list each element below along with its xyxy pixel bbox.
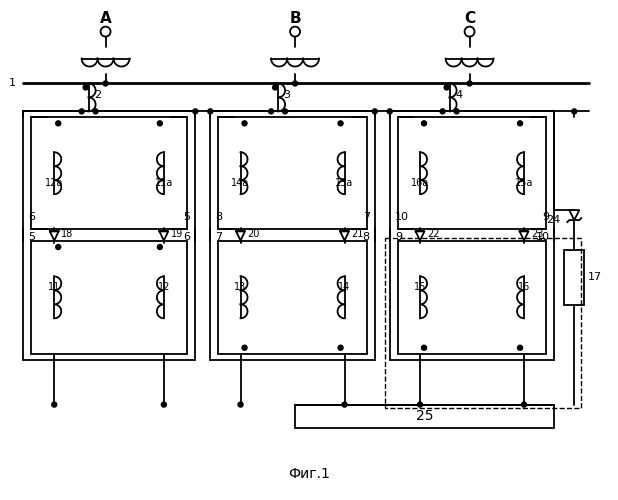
Circle shape [522,402,527,407]
Bar [31,241,187,354]
Text: B: B [289,11,301,26]
Bar [564,250,584,305]
Circle shape [444,85,449,90]
Circle shape [517,345,523,350]
Bar [218,118,367,229]
Text: C: C [464,11,475,26]
Text: 17: 17 [588,272,603,282]
Text: 10: 10 [535,232,549,242]
Circle shape [290,26,300,36]
Bar [385,238,582,408]
Circle shape [387,109,392,114]
Bar [210,112,375,360]
Circle shape [208,109,213,114]
Bar [218,241,367,354]
Text: Фиг.1: Фиг.1 [288,468,330,481]
Circle shape [193,109,198,114]
Text: 16a: 16a [411,178,429,188]
Circle shape [93,109,98,114]
Text: 13a: 13a [336,178,353,188]
Text: 13: 13 [234,282,247,292]
Circle shape [158,244,163,250]
Circle shape [161,402,166,407]
Text: 25: 25 [416,409,433,423]
Text: 21: 21 [352,229,364,239]
Circle shape [454,109,459,114]
Text: 22: 22 [427,229,439,239]
Text: 24: 24 [546,215,561,225]
Circle shape [421,345,426,350]
Text: 2: 2 [94,90,101,101]
Text: 9: 9 [395,232,402,242]
Circle shape [101,26,111,36]
Text: 4: 4 [455,90,462,101]
Circle shape [242,345,247,350]
Text: 19: 19 [171,229,183,239]
Bar [23,112,195,360]
Text: 7: 7 [363,212,370,222]
Circle shape [242,121,247,126]
Text: 8: 8 [215,212,222,222]
Text: 15: 15 [414,282,426,292]
Circle shape [418,402,423,407]
Circle shape [56,121,61,126]
Text: 6: 6 [28,212,35,222]
Text: 15a: 15a [515,178,533,188]
Circle shape [467,81,472,86]
Circle shape [421,121,426,126]
Circle shape [465,26,475,36]
Circle shape [238,402,243,407]
Circle shape [56,244,61,250]
Circle shape [572,109,577,114]
Circle shape [79,109,84,114]
Circle shape [292,81,297,86]
Bar [31,118,187,229]
Circle shape [372,109,378,114]
Bar [398,241,546,354]
Circle shape [269,109,274,114]
Text: 7: 7 [215,232,222,242]
Text: 16: 16 [518,282,530,292]
Text: 12: 12 [158,282,170,292]
Circle shape [342,402,347,407]
Bar [295,404,554,427]
Bar [398,118,546,229]
Circle shape [282,109,287,114]
Text: 18: 18 [61,229,74,239]
Text: 6: 6 [184,232,190,242]
Circle shape [338,121,343,126]
Text: 12a: 12a [45,178,64,188]
Text: A: A [99,11,111,26]
Text: 14: 14 [339,282,350,292]
Text: 1: 1 [9,78,16,88]
Bar [390,112,554,360]
Circle shape [52,402,57,407]
Circle shape [338,345,343,350]
Circle shape [83,85,88,90]
Circle shape [517,121,523,126]
Text: 11a: 11a [154,178,173,188]
Text: 5: 5 [28,232,35,242]
Text: 10: 10 [395,212,408,222]
Circle shape [103,81,108,86]
Circle shape [273,85,277,90]
Circle shape [158,121,163,126]
Text: 20: 20 [248,229,260,239]
Circle shape [440,109,445,114]
Text: 23: 23 [531,229,543,239]
Text: 5: 5 [184,212,190,222]
Text: 11: 11 [48,282,61,292]
Text: 14a: 14a [231,178,250,188]
Text: 8: 8 [363,232,370,242]
Text: 3: 3 [284,90,290,101]
Text: 9: 9 [542,212,549,222]
